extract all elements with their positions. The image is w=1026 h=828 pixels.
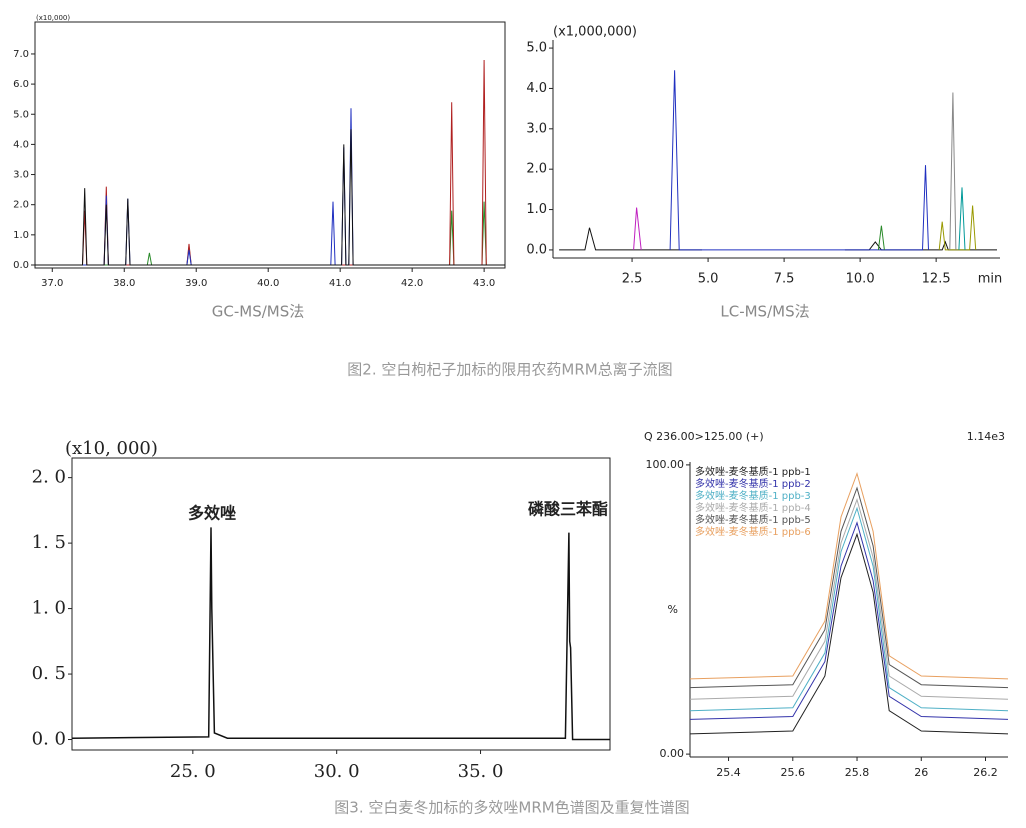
y-tick-label: 3.0 (13, 170, 29, 181)
y-tick-label: 1.0 (13, 230, 29, 241)
x-tick-label: 38.0 (113, 278, 135, 289)
y-tick-label: 1. 5 (32, 532, 66, 553)
x-tick-label: 5.0 (698, 272, 719, 287)
chart-title: (x1,000,000) (553, 25, 637, 40)
y-tick-label: 0.0 (526, 242, 547, 257)
x-tick-label: 43.0 (473, 278, 495, 289)
y-tick-label: 3.0 (526, 121, 547, 136)
y-tick-label: 7.0 (13, 49, 29, 60)
x-tick-label: 39.0 (185, 278, 207, 289)
trace (958, 187, 966, 250)
chart-title: (x10, 000) (65, 438, 158, 459)
x-tick-label: 25.8 (845, 766, 870, 779)
x-tick-label: 40.0 (257, 278, 279, 289)
trace (949, 92, 957, 250)
peak-label: 磷酸三苯酯 (528, 500, 608, 519)
y-tick-label: 5.0 (526, 41, 547, 56)
legend-entry: 多效唑-麦冬基质-1 ppb-4 (695, 501, 811, 514)
plot-frame (71, 457, 611, 751)
x-tick-label: 25. 0 (170, 761, 216, 782)
y-tick-label: 6.0 (13, 79, 29, 90)
trace (689, 486, 1009, 689)
x-tick-label: 2.5 (622, 272, 643, 287)
trace (689, 471, 1009, 680)
trace (689, 521, 1009, 720)
x-tick-label: 7.5 (774, 272, 795, 287)
trace (877, 225, 885, 250)
y-tick-label: 100.00 (646, 458, 685, 471)
trace (35, 108, 505, 266)
x-tick-label: 25.6 (781, 766, 806, 779)
plot-frame (34, 21, 506, 269)
corner-label: 1.14e3 (967, 430, 1005, 443)
y-tick-label: 4.0 (526, 81, 547, 96)
x-tick-label: 42.0 (401, 278, 423, 289)
x-tick-label: 10.0 (846, 272, 875, 287)
y-axis-label: % (668, 603, 678, 616)
y-tick-label: 0. 0 (32, 729, 66, 750)
trace (938, 205, 977, 251)
trace (71, 527, 610, 741)
y-tick-label: 4.0 (13, 139, 29, 150)
x-tick-label: 30. 0 (314, 761, 360, 782)
figure-caption: 图2. 空白枸杞子加标的限用农药MRM总离子流图 (347, 361, 672, 379)
y-tick-label: 2.0 (13, 200, 29, 211)
x-tick-label: 25.4 (716, 766, 741, 779)
y-tick-label: 5.0 (13, 109, 29, 120)
x-tick-label: 35. 0 (458, 761, 504, 782)
y-tick-label: 2.0 (526, 162, 547, 177)
x-tick-label: 26.2 (973, 766, 998, 779)
chart-title: (x10,000) (36, 14, 70, 22)
legend-entry: 多效唑-麦冬基质-1 ppb-3 (695, 489, 811, 502)
trace (689, 506, 1009, 712)
x-tick-label: 37.0 (41, 278, 63, 289)
y-tick-label: 0.0 (13, 260, 29, 271)
y-tick-label: 0.00 (660, 747, 685, 760)
trace (689, 532, 1009, 735)
trace (689, 497, 1009, 700)
trace (559, 227, 997, 251)
x-tick-label: 41.0 (329, 278, 351, 289)
legend-entry: 多效唑-麦冬基质-1 ppb-5 (695, 513, 811, 526)
x-axis-label: min (978, 272, 1003, 287)
trace (633, 207, 642, 250)
figure-caption: 图3. 空白麦冬加标的多效唑MRM色谱图及重复性谱图 (334, 799, 689, 817)
x-tick-label: 26 (914, 766, 928, 779)
legend-entry: 多效唑-麦冬基质-1 ppb-6 (695, 525, 811, 538)
y-tick-label: 1. 0 (32, 598, 66, 619)
legend-entry: 多效唑-麦冬基质-1 ppb-1 (695, 465, 811, 478)
y-tick-label: 0. 5 (32, 663, 66, 684)
trace (35, 129, 505, 266)
y-tick-label: 2. 0 (32, 467, 66, 488)
trace (669, 70, 929, 251)
chart-caption: GC-MS/MS法 (212, 303, 305, 321)
peak-label: 多效唑 (188, 504, 236, 523)
legend-entry: 多效唑-麦冬基质-1 ppb-2 (695, 477, 811, 490)
chart-caption: LC-MS/MS法 (720, 303, 809, 321)
chart-subtitle: Q 236.00>125.00 (+) (644, 430, 764, 443)
y-tick-label: 1.0 (526, 202, 547, 217)
x-tick-label: 12.5 (922, 272, 951, 287)
